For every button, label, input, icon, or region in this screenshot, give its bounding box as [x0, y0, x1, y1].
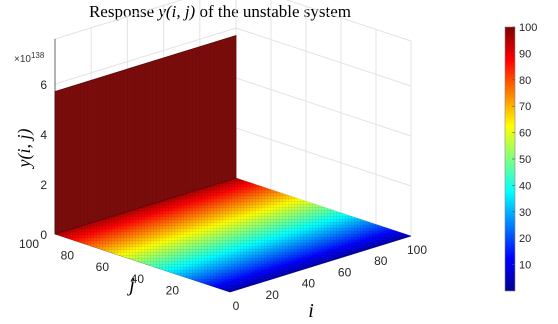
- z-tick-label: 2: [40, 178, 47, 192]
- colorbar-tick-label: 50: [519, 154, 531, 166]
- z-tick-label: 6: [40, 78, 47, 92]
- colorbar-tick-label: 90: [519, 48, 531, 60]
- j-tick-labels: 20 40 60 80 100: [19, 237, 179, 297]
- i-tick-label: 0: [233, 299, 240, 313]
- grid-line: [54, 27, 412, 87]
- colorbar-tick-label: 30: [519, 207, 531, 219]
- i-axis-label: i: [308, 300, 314, 322]
- z-tick-label: 0: [40, 228, 47, 242]
- j-tick-label: 60: [96, 260, 110, 274]
- z-tick-labels: 0 2 4 6: [40, 78, 47, 242]
- i-tick-label: 20: [266, 288, 280, 302]
- z-tick-label: 4: [40, 128, 47, 142]
- i-tick-label: 100: [407, 243, 427, 257]
- i-tick-label: 60: [338, 265, 352, 279]
- colorbar-tick-label: 20: [519, 233, 531, 245]
- colorbar-tick-label: 70: [519, 101, 531, 113]
- grid-line: [54, 0, 412, 42]
- surface-wall: [54, 34, 237, 235]
- j-tick-label: 20: [166, 283, 180, 297]
- i-tick-label: 80: [374, 254, 388, 268]
- z-axis-label: y(i, j): [14, 129, 35, 170]
- j-axis-label: j: [126, 274, 135, 296]
- colorbar-tick-label: 60: [519, 128, 531, 140]
- chart-title: Response y(i, j) of the unstable system: [89, 2, 351, 21]
- i-tick-label: 40: [302, 277, 316, 291]
- i-tick-labels: 0 20 40 60 80 100: [233, 243, 428, 313]
- j-tick-label: 80: [61, 249, 75, 263]
- z-exponent-label: ×10138: [14, 51, 45, 65]
- j-tick-label: 40: [131, 272, 145, 286]
- colorbar-tick-label: 10: [519, 260, 531, 272]
- colorbar-tick-label: 80: [519, 75, 531, 87]
- j-tick-label: 100: [19, 237, 39, 251]
- wall-face: [54, 34, 237, 235]
- surface-floor: [54, 177, 412, 293]
- colorbar-tick-label: 100: [519, 22, 537, 34]
- colorbar-tick-labels: 10 20 30 40 50 60 70 80 90 100: [512, 22, 537, 272]
- colorbar-tick-label: 40: [519, 180, 531, 192]
